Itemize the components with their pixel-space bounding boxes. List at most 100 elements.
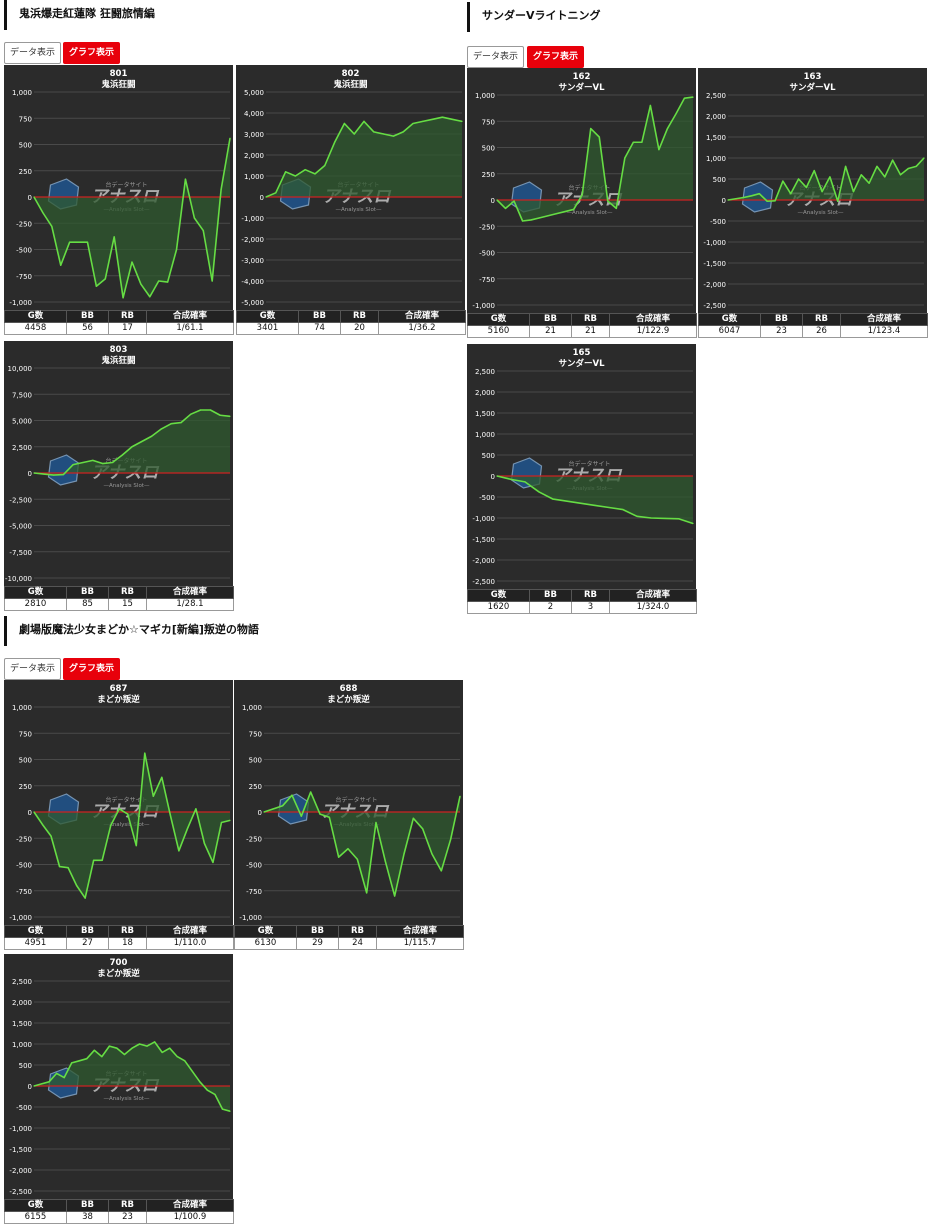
- data-point: [131, 261, 133, 263]
- data-point: [69, 241, 71, 243]
- bb-value: 85: [66, 598, 109, 611]
- rate-value: 1/110.0: [146, 937, 234, 950]
- y-tick-label: 250: [19, 168, 32, 176]
- graph-view-tab-madoka[interactable]: グラフ表示: [63, 658, 121, 680]
- area-fill: [728, 158, 924, 202]
- y-tick-label: -4,000: [241, 278, 264, 286]
- data-point: [33, 472, 35, 474]
- data-point: [580, 502, 582, 504]
- y-tick-label: -500: [16, 862, 32, 870]
- data-point: [300, 815, 302, 817]
- y-tick-label: 4,000: [244, 110, 264, 118]
- y-tick-label: 2,000: [475, 389, 495, 397]
- data-point: [692, 96, 694, 98]
- machine-stats-table: G数 BB RB 合成確率 6155 38 23 1/100.9: [4, 1199, 234, 1224]
- data-point: [229, 819, 231, 821]
- header-rb: RB: [571, 313, 610, 326]
- data-view-tab-thunder[interactable]: データ表示: [467, 46, 525, 68]
- data-point: [199, 1081, 201, 1083]
- data-point: [552, 498, 554, 500]
- area-fill: [264, 792, 460, 896]
- data-point: [118, 808, 120, 810]
- y-tick-label: 1,000: [242, 704, 262, 712]
- y-tick-label: -250: [246, 835, 262, 843]
- y-tick-label: 2,000: [706, 113, 726, 121]
- bb-value: 21: [529, 325, 572, 338]
- data-point: [650, 517, 652, 519]
- data-point: [743, 196, 745, 199]
- machine-name: サンダーVL: [559, 358, 606, 369]
- rate-value: 1/28.1: [146, 598, 234, 611]
- header-games: G数: [4, 1199, 67, 1212]
- slump-chart: 162 サンダーVL 1,000 750 500 250 0 -250 -500 -750 -1,0…: [467, 68, 696, 313]
- y-tick-label: -1,500: [9, 1146, 32, 1154]
- data-point: [758, 193, 760, 195]
- graph-view-tab-onihama[interactable]: グラフ表示: [63, 42, 121, 64]
- header-rb: RB: [108, 925, 147, 938]
- data-point: [431, 853, 433, 855]
- data-view-tab-madoka[interactable]: データ表示: [4, 658, 62, 680]
- data-point: [191, 1070, 193, 1072]
- data-point: [161, 1051, 163, 1053]
- data-point: [304, 169, 306, 171]
- y-tick-label: 250: [19, 783, 32, 791]
- header-bb: BB: [298, 310, 341, 323]
- y-tick-label: 500: [19, 1062, 32, 1070]
- header-bb: BB: [760, 313, 803, 326]
- header-bb: BB: [66, 586, 109, 599]
- games-value: 1620: [467, 601, 530, 614]
- data-point: [727, 199, 729, 201]
- data-point: [86, 241, 89, 243]
- rate-value: 1/36.2: [378, 322, 466, 335]
- data-point: [441, 116, 443, 118]
- data-point: [140, 283, 142, 285]
- machine-stats-table: G数 BB RB 合成確率 2810 85 15 1/28.1: [4, 586, 234, 611]
- data-point: [193, 217, 195, 219]
- data-point: [915, 165, 917, 167]
- area-fill: [266, 117, 462, 197]
- y-tick-label: 1,500: [12, 1020, 32, 1028]
- data-point: [33, 1085, 35, 1087]
- data-point: [412, 817, 414, 819]
- header-rb: RB: [571, 589, 610, 602]
- data-point: [860, 174, 862, 176]
- rate-value: 1/324.0: [609, 601, 697, 614]
- y-tick-label: 750: [482, 118, 495, 126]
- data-point: [664, 517, 666, 520]
- data-point: [104, 278, 106, 280]
- header-games: G数: [467, 313, 530, 326]
- data-point: [790, 193, 792, 195]
- data-point: [319, 813, 321, 815]
- bb-value: 23: [760, 325, 803, 338]
- data-point: [496, 199, 498, 201]
- y-tick-label: 750: [19, 115, 32, 123]
- machine-name: 鬼浜狂闘: [333, 79, 367, 90]
- slump-chart: 163 サンダーVL 2,500 2,000 1,500 1,000 500 0 -500 -1,…: [698, 68, 927, 313]
- slump-chart: 700 まどか叛逆 2,500 2,000 1,500 1,000 500 0 -500 -1,0…: [4, 954, 233, 1199]
- difference-line: [727, 157, 925, 203]
- data-view-tab-onihama[interactable]: データ表示: [4, 42, 62, 64]
- data-point: [175, 248, 178, 251]
- y-tick-label: -250: [16, 835, 32, 843]
- y-tick-label: 1,000: [12, 89, 32, 97]
- games-value: 6130: [234, 937, 297, 950]
- y-tick-label: 2,000: [244, 152, 264, 160]
- data-point: [797, 178, 800, 180]
- data-point: [692, 522, 694, 525]
- graph-view-tab-thunder[interactable]: グラフ表示: [527, 46, 585, 68]
- data-point: [383, 133, 385, 135]
- games-value: 2810: [4, 598, 67, 611]
- machine-number: 162: [573, 72, 591, 82]
- data-point: [608, 506, 610, 509]
- data-point: [220, 189, 222, 191]
- data-point: [375, 821, 377, 824]
- machine-number: 802: [342, 69, 360, 79]
- data-point: [636, 515, 638, 517]
- games-value: 6155: [4, 1211, 67, 1224]
- difference-line: [496, 96, 694, 222]
- header-rb: RB: [338, 925, 377, 938]
- bb-value: 38: [66, 1211, 109, 1224]
- data-point: [71, 1062, 73, 1064]
- section-title-onihama: 鬼浜爆走紅蓮隊 狂闘旅情編: [4, 0, 155, 30]
- machine-name: まどか叛逆: [327, 694, 370, 705]
